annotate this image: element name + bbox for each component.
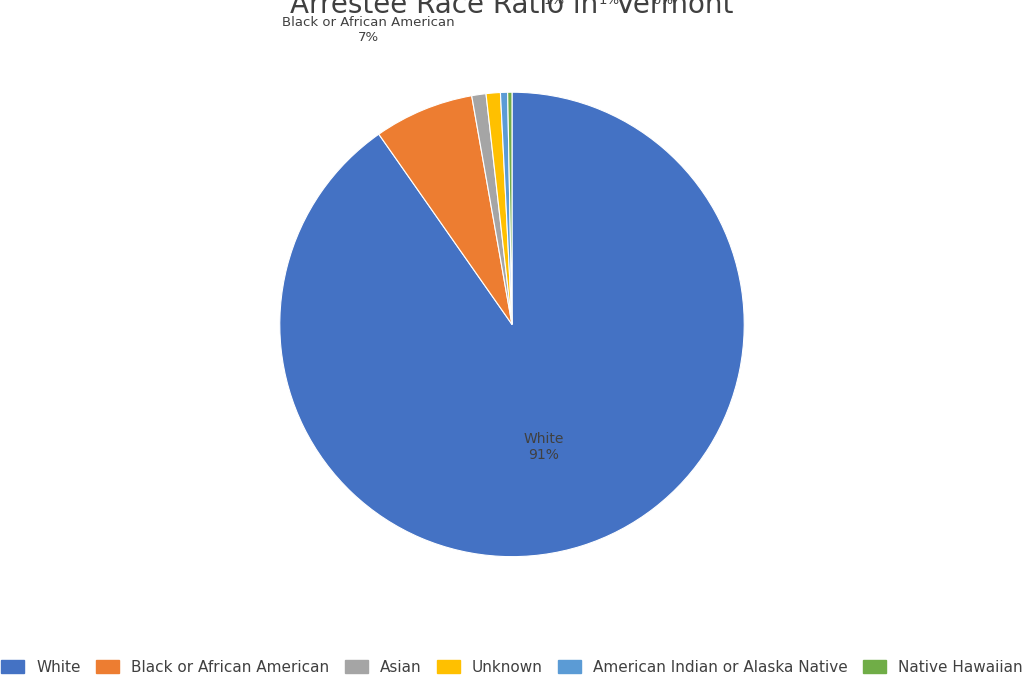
Title: Arrestee Race Ratio in  Vermont: Arrestee Race Ratio in Vermont <box>291 0 733 19</box>
Wedge shape <box>280 92 744 557</box>
Text: Black or African American
7%: Black or African American 7% <box>282 16 455 44</box>
Text: American Indian or Alaska Native
1%: American Indian or Alaska Native 1% <box>443 0 665 7</box>
Wedge shape <box>508 92 512 324</box>
Text: Asian
1%: Asian 1% <box>591 0 628 7</box>
Legend: White, Black or African American, Asian, Unknown, American Indian or Alaska Nati: White, Black or African American, Asian,… <box>0 652 1024 682</box>
Wedge shape <box>379 96 512 324</box>
Wedge shape <box>472 94 512 324</box>
Text: White
91%: White 91% <box>523 432 563 462</box>
Text: Unknown
0%: Unknown 0% <box>632 0 694 7</box>
Wedge shape <box>486 92 512 324</box>
Wedge shape <box>501 92 512 324</box>
